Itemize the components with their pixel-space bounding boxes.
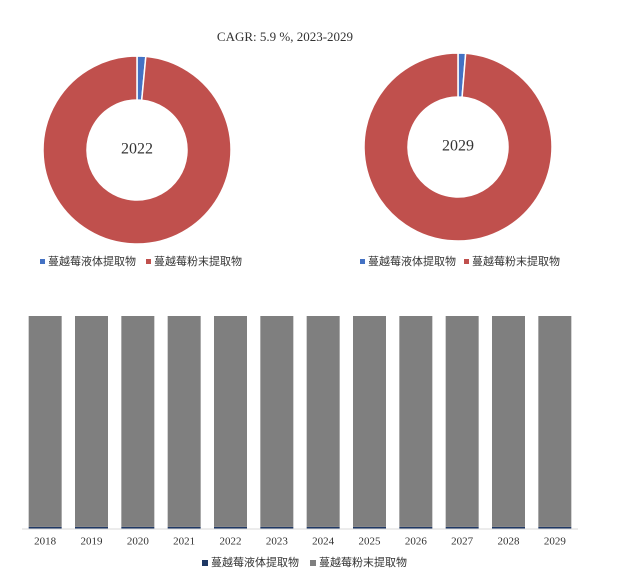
donut-slice (42, 55, 232, 245)
x-tick-label: 2024 (312, 536, 335, 548)
legend-marker (146, 259, 151, 264)
legend-label: 蔓越莓液体提取物 (48, 254, 136, 268)
legend-marker (40, 259, 45, 264)
legend-marker (310, 560, 316, 566)
x-tick-label: 2028 (498, 536, 521, 548)
bar-segment (121, 316, 155, 527)
bar-segment (167, 526, 201, 529)
bar-segment (167, 316, 201, 527)
x-tick-label: 2020 (127, 536, 150, 548)
x-tick-label: 2021 (173, 536, 195, 548)
bar-segment (492, 526, 525, 529)
bar-segment (445, 316, 479, 527)
bar-segment (214, 526, 247, 529)
bar-segment (399, 316, 433, 527)
bar-segment (399, 526, 433, 529)
bar-segment (28, 526, 62, 529)
bar-segment (28, 316, 62, 527)
bar-segment (214, 316, 247, 527)
x-tick-label: 2026 (405, 536, 428, 548)
legend-label: 蔓越莓粉末提取物 (319, 555, 407, 569)
center-label: 2029 (442, 138, 474, 155)
legend-marker (360, 259, 365, 264)
legend-label: 蔓越莓粉末提取物 (154, 254, 242, 268)
x-tick-label: 2029 (544, 536, 567, 548)
bar-segment (353, 316, 386, 527)
bar-segment (260, 316, 294, 527)
legend-label: 蔓越莓液体提取物 (368, 254, 456, 268)
chart-title: CAGR: 5.9 %, 2023-2029 (217, 29, 353, 44)
x-tick-label: 2025 (359, 536, 382, 548)
bar-segment (353, 526, 386, 529)
legend-label: 蔓越莓粉末提取物 (472, 254, 560, 268)
bar-segment (492, 316, 525, 527)
bar-segment (75, 526, 108, 529)
x-tick-label: 2018 (34, 536, 57, 548)
bar-segment (538, 526, 572, 529)
x-tick-label: 2023 (266, 536, 289, 548)
x-tick-label: 2022 (220, 536, 242, 548)
bar-segment (121, 526, 155, 529)
bar-segment (445, 526, 479, 529)
bar-segment (538, 316, 572, 527)
x-tick-label: 2027 (451, 536, 474, 548)
bar-segment (306, 526, 340, 529)
bar-segment (260, 526, 294, 529)
legend-marker (202, 560, 208, 566)
legend-marker (464, 259, 469, 264)
donut-slice (363, 52, 553, 242)
bar-segment (306, 316, 340, 527)
center-label: 2022 (121, 141, 153, 158)
x-tick-label: 2019 (81, 536, 104, 548)
bar-segment (75, 316, 108, 527)
legend-label: 蔓越莓液体提取物 (211, 555, 299, 569)
